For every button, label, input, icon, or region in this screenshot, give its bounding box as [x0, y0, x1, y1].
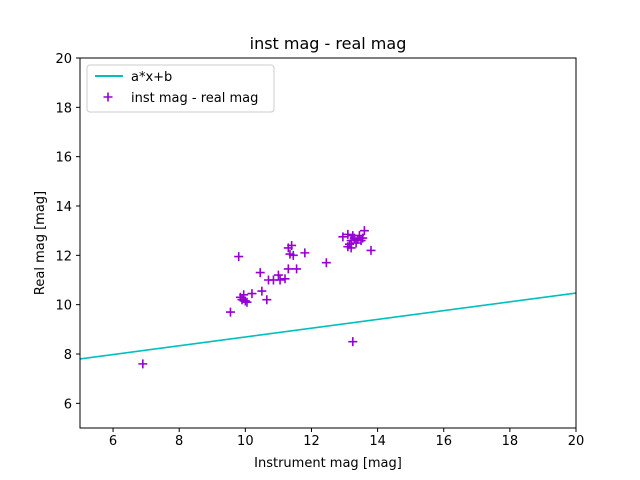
x-tick-label: 16	[435, 434, 452, 449]
y-tick-label: 8	[64, 348, 72, 363]
x-tick-label: 8	[175, 434, 183, 449]
x-tick-label: 6	[109, 434, 117, 449]
chart-title: inst mag - real mag	[250, 34, 407, 53]
fit-line-layer	[79, 292, 577, 360]
y-tick-label: 12	[55, 249, 72, 264]
y-tick-label: 14	[55, 200, 72, 215]
scatter-point	[225, 307, 235, 317]
plot-area	[80, 58, 576, 428]
scatter-point	[280, 274, 290, 284]
scatter-point	[240, 296, 250, 306]
legend-scatter-marker-swatch	[103, 92, 113, 102]
y-tick-label: 20	[55, 52, 72, 67]
scatter-point	[292, 264, 302, 274]
scatter-point	[234, 252, 244, 262]
scatter-point	[359, 226, 369, 236]
scatter-point	[358, 233, 368, 243]
y-tick-label: 16	[55, 151, 72, 166]
scatter-point	[283, 264, 293, 274]
y-axis-label: Real mag [mag]	[33, 191, 48, 295]
x-tick-label: 20	[568, 434, 585, 449]
y-axis-ticks: 6 8 10 12 14 16 18 20	[55, 52, 80, 412]
scatter-point	[287, 240, 297, 250]
scatter-point	[366, 245, 376, 255]
scatter-point	[257, 286, 267, 296]
scatter-point	[239, 290, 249, 300]
scatter-point	[262, 295, 272, 305]
scatter-point	[300, 248, 310, 258]
x-tick-label: 14	[369, 434, 386, 449]
legend-fit-line-label: a*x+b	[131, 70, 172, 85]
plot-frame	[79, 57, 577, 429]
x-tick-label: 18	[502, 434, 519, 449]
x-tick-label: 10	[237, 434, 254, 449]
legend-scatter-label: inst mag - real mag	[131, 91, 258, 106]
y-tick-label: 10	[55, 299, 72, 314]
legend-plus-marker	[103, 92, 113, 102]
scatter-point	[255, 268, 265, 278]
scatter-point	[321, 258, 331, 268]
x-axis-ticks: 6 8 10 12 14 16 18 20	[109, 428, 584, 449]
scatter-point	[338, 232, 348, 242]
x-tick-label: 12	[303, 434, 320, 449]
scatter-points-layer	[138, 226, 376, 369]
scatter-point	[348, 337, 358, 347]
scatter-point	[343, 229, 353, 239]
scatter-point	[346, 243, 356, 253]
scatter-point	[247, 289, 257, 299]
scatter-point	[288, 250, 298, 260]
legend-box	[86, 64, 275, 113]
fit-line	[79, 292, 577, 360]
legend: a*x+b inst mag - real mag	[86, 64, 275, 113]
scatter-point	[275, 275, 285, 285]
scatter-point	[273, 270, 283, 280]
y-tick-label: 6	[64, 397, 72, 412]
scatter-point	[138, 359, 148, 369]
x-axis-label: Instrument mag [mag]	[254, 456, 402, 471]
y-tick-label: 18	[55, 101, 72, 116]
scatter-point	[242, 297, 252, 307]
